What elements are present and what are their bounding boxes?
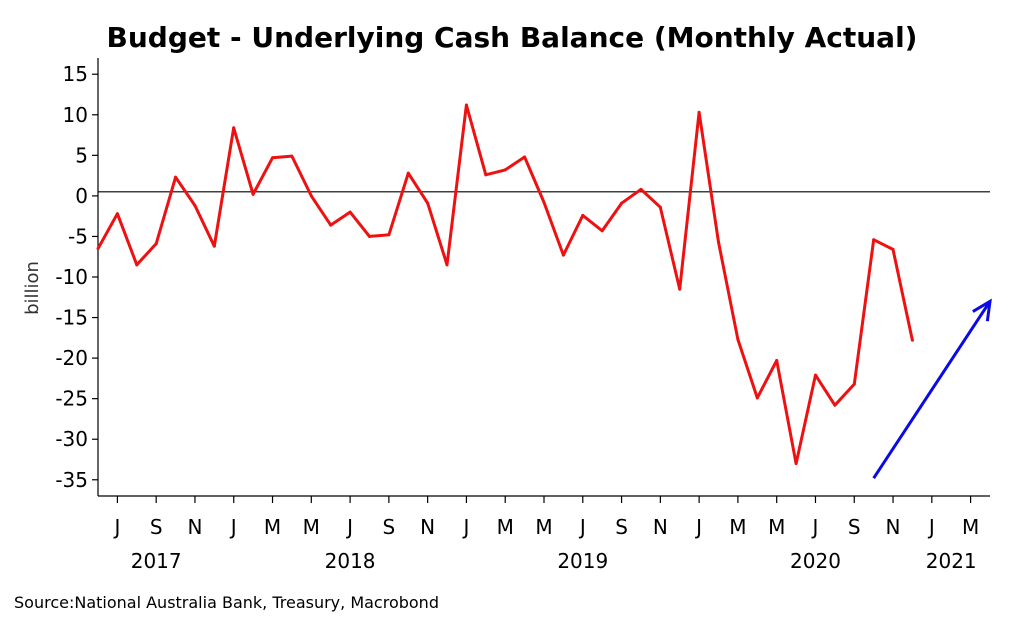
data-point <box>135 263 139 267</box>
y-tick-label: -30 <box>55 427 88 451</box>
x-tick-label: M <box>962 515 979 539</box>
data-point <box>872 238 876 242</box>
chart-title: Budget - Underlying Cash Balance (Monthl… <box>107 21 918 54</box>
data-point <box>717 240 721 244</box>
data-point <box>290 154 294 158</box>
data-point <box>678 287 682 291</box>
data-point <box>658 205 662 209</box>
y-tick-label: -10 <box>55 265 88 289</box>
x-tick-label: M <box>768 515 785 539</box>
data-point <box>542 200 546 204</box>
x-tick-label: S <box>383 515 396 539</box>
data-point <box>561 253 565 257</box>
data-point <box>154 242 158 246</box>
data-point <box>484 173 488 177</box>
data-point <box>406 171 410 175</box>
data-point <box>115 212 119 216</box>
data-point <box>813 373 817 377</box>
data-point <box>329 223 333 227</box>
x-tick-label: J <box>694 515 702 539</box>
trend-arrow <box>872 300 992 479</box>
x-tick-label: S <box>615 515 628 539</box>
data-point <box>348 210 352 214</box>
data-point <box>523 155 527 159</box>
x-tick-label: M <box>497 515 514 539</box>
x-tick-label: J <box>112 515 120 539</box>
y-tick-label: -15 <box>55 306 88 330</box>
data-point <box>251 192 255 196</box>
year-label: 2019 <box>557 549 608 573</box>
series-line <box>96 103 914 466</box>
year-label: 2018 <box>325 549 376 573</box>
x-tick-label: J <box>345 515 353 539</box>
data-point <box>503 168 507 172</box>
year-label: 2020 <box>790 549 841 573</box>
data-point <box>193 204 197 208</box>
x-tick-label: J <box>229 515 237 539</box>
data-point <box>96 247 100 251</box>
data-point <box>891 247 895 251</box>
y-tick-label: 15 <box>63 62 88 86</box>
data-point <box>309 194 313 198</box>
data-point <box>367 234 371 238</box>
source-note: Source:National Australia Bank, Treasury… <box>14 593 439 612</box>
y-tick-label: -25 <box>55 387 88 411</box>
data-point <box>755 396 759 400</box>
x-tick-label: J <box>927 515 935 539</box>
data-point <box>387 233 391 237</box>
data-point <box>833 403 837 407</box>
y-tick-label: 0 <box>75 184 88 208</box>
x-tick-label: M <box>729 515 746 539</box>
x-tick-label: N <box>187 515 202 539</box>
data-point <box>581 213 585 217</box>
data-point <box>464 103 468 107</box>
data-point <box>271 156 275 160</box>
x-tick-label: M <box>303 515 320 539</box>
x-tick-label: M <box>264 515 281 539</box>
data-point <box>794 462 798 466</box>
trend-arrow-head <box>972 298 992 322</box>
y-tick-label: 5 <box>75 143 88 167</box>
y-tick-label: -35 <box>55 468 88 492</box>
data-point <box>600 229 604 233</box>
x-tick-label: J <box>461 515 469 539</box>
data-point <box>174 175 178 179</box>
data-point <box>852 382 856 386</box>
x-tick-label: N <box>653 515 668 539</box>
year-label: 2021 <box>926 549 977 573</box>
data-point <box>697 110 701 114</box>
data-point <box>445 263 449 267</box>
year-label: 2017 <box>131 549 182 573</box>
y-tick-label: -20 <box>55 346 88 370</box>
x-tick-label: M <box>535 515 552 539</box>
data-point <box>910 338 914 342</box>
x-tick-label: J <box>578 515 586 539</box>
data-point <box>775 359 779 363</box>
x-tick-label: S <box>848 515 861 539</box>
x-tick-label: N <box>886 515 901 539</box>
y-tick-label: -5 <box>68 224 88 248</box>
data-point <box>639 187 643 191</box>
data-point <box>736 337 740 341</box>
data-point <box>232 126 236 130</box>
x-tick-label: N <box>420 515 435 539</box>
data-point <box>212 244 216 248</box>
y-tick-label: 10 <box>63 103 88 127</box>
x-tick-label: S <box>150 515 163 539</box>
data-point <box>426 201 430 205</box>
y-axis-label: billion <box>22 261 43 315</box>
data-point <box>620 201 624 205</box>
x-tick-label: J <box>811 515 819 539</box>
